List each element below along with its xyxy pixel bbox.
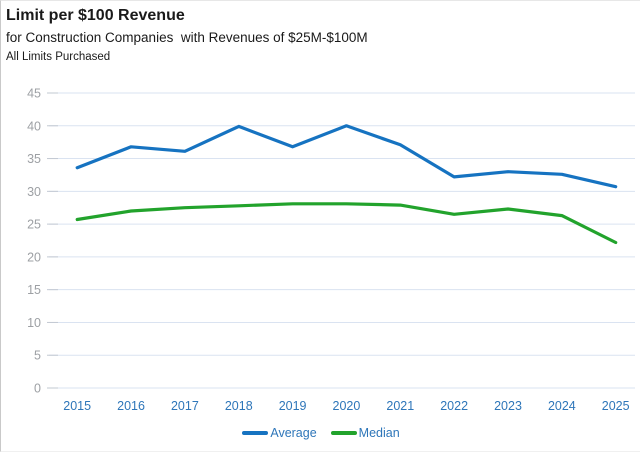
x-tick-label: 2017: [171, 399, 199, 413]
x-tick-label: 2016: [117, 399, 145, 413]
y-tick-label: 40: [27, 119, 41, 133]
legend-item-average: Average: [242, 426, 317, 440]
x-tick-label: 2019: [279, 399, 307, 413]
x-tick-label: 2018: [225, 399, 253, 413]
x-tick-label: 2015: [63, 399, 91, 413]
x-tick-label: 2021: [386, 399, 414, 413]
x-tick-label: 2022: [440, 399, 468, 413]
median-line-swatch: [330, 431, 357, 435]
x-tick-label: 2020: [333, 399, 361, 413]
y-tick-label: 0: [34, 382, 41, 396]
chart-legend: Average Median: [1, 426, 640, 440]
y-tick-label: 25: [27, 218, 41, 232]
y-tick-label: 45: [27, 87, 41, 101]
y-tick-label: 5: [34, 349, 41, 363]
legend-label-average: Average: [270, 426, 317, 440]
y-tick-label: 35: [27, 152, 41, 166]
chart-subtitle: for Construction Companies with Revenues…: [6, 30, 368, 45]
series-line-median: [75, 202, 618, 245]
chart-header: Limit per $100 Revenue for Construction …: [6, 5, 368, 66]
y-tick-label: 15: [27, 283, 41, 297]
legend-item-median: Median: [330, 426, 400, 440]
chart-note: All Limits Purchased: [6, 51, 111, 63]
y-tick-label: 10: [27, 316, 41, 330]
x-tick-label: 2023: [494, 399, 522, 413]
legend-label-median: Median: [358, 426, 400, 440]
y-tick-label: 30: [27, 185, 41, 199]
chart-title: Limit per $100 Revenue: [6, 7, 185, 24]
x-tick-label: 2024: [548, 399, 576, 413]
x-tick-label: 2025: [602, 399, 630, 413]
average-line-swatch: [242, 431, 269, 435]
y-tick-label: 20: [27, 250, 41, 264]
series-line-average: [75, 124, 618, 189]
